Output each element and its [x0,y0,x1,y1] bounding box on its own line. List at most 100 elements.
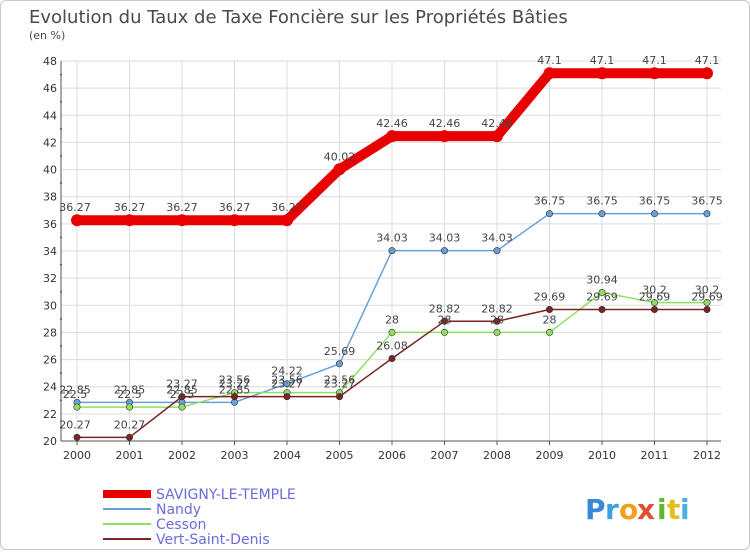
series-point [335,360,343,368]
series-point [491,130,503,143]
series-point [71,214,83,227]
series-point [73,433,81,441]
data-label: 36.27 [166,201,198,214]
data-label: 29.69 [639,290,671,303]
data-label: 26.08 [376,339,408,352]
series-point [283,393,291,401]
data-label: 22.5 [170,388,195,401]
x-tick-label: 2006 [378,449,406,462]
data-label: 47.1 [537,54,562,67]
data-label: 29.69 [586,290,618,303]
data-label: 23.27 [324,378,356,391]
data-labels-layer: 36.27 36.27 36.27 36.27 36.27 40.02 42.46 42.46… [59,54,723,431]
data-label: 28.82 [429,302,461,315]
chart-title: Evolution du Taux de Taxe Foncière sur l… [29,7,568,28]
data-label: 36.27 [271,201,303,214]
series-point [178,403,186,411]
series-point [493,328,501,336]
series-point [440,328,448,336]
data-label: 22.85 [219,383,251,396]
y-tick-label: 48 [43,55,57,68]
legend: SAVIGNY-LE-TEMPLENandyCessonVert-Saint-D… [103,487,296,548]
y-tick-label: 36 [43,218,57,231]
series-point [650,210,658,218]
x-tick-label: 2002 [168,449,196,462]
series-point [438,130,451,143]
data-label: 28 [385,313,399,326]
series-layer [71,67,713,441]
series-point [543,67,556,80]
series-point [231,393,239,401]
data-label: 22.5 [63,388,88,401]
series-point [73,403,81,411]
x-tick-label: 2007 [431,449,459,462]
series-point [701,67,713,80]
data-label: 23.56 [324,374,356,387]
x-tick-label: 2005 [326,449,354,462]
data-label: 36.75 [639,195,671,208]
y-tick-label: 40 [43,164,57,177]
x-tick-label: 2008 [483,449,511,462]
data-label: 36.27 [59,201,91,214]
data-label: 30.94 [586,274,618,287]
data-label: 24.22 [271,365,303,378]
logo-letter: x [637,493,655,526]
x-tick-label: 2010 [588,449,616,462]
logo-letter: t [667,493,680,526]
series-point [333,163,346,176]
y-tick-label: 34 [43,245,57,258]
series-point [598,305,606,313]
data-label: 42.46 [481,117,513,130]
series-point [440,317,448,325]
x-tick-label: 2004 [273,449,301,462]
series-point [648,67,661,80]
series-point [493,247,501,255]
series-point [388,354,396,362]
data-label: 23.56 [271,374,303,387]
data-label: 28 [438,313,452,326]
logo-letter: P [585,493,606,526]
x-tick-label: 2003 [221,449,249,462]
x-tick-label: 2000 [63,449,91,462]
series-point [545,305,553,313]
y-tick-label: 24 [43,381,57,394]
series-point [176,214,188,227]
legend-swatch [103,490,151,498]
data-label: 42.46 [376,117,408,130]
x-tick-label: 2009 [536,449,564,462]
data-label: 36.27 [114,201,146,214]
data-label: 36.75 [691,195,723,208]
legend-label: Cesson [156,517,206,533]
series-point [178,393,186,401]
y-tick-label: 42 [43,136,57,149]
data-label: 30.2 [695,284,720,297]
logo-letter: o [619,493,638,526]
data-label: 25.69 [324,345,356,358]
series-point [493,317,501,325]
logo-letter: i [680,493,690,526]
y-tick-label: 26 [43,354,57,367]
series-point [650,305,658,313]
data-label: 20.27 [114,418,146,431]
data-label: 34.03 [376,232,408,245]
series-point [703,210,711,218]
data-label: 28.82 [481,302,513,315]
data-label: 29.69 [691,290,723,303]
data-label: 30.2 [642,284,667,297]
y-tick-label: 46 [43,82,57,95]
data-label: 23.56 [219,374,251,387]
legend-label: SAVIGNY-LE-TEMPLE [156,487,296,503]
x-tick-label: 2011 [641,449,669,462]
series-point [228,214,241,227]
series-point [545,210,553,218]
y-tick-label: 22 [43,408,57,421]
data-label: 23.27 [166,378,198,391]
y-tick-label: 44 [43,109,57,122]
series-point [598,289,606,297]
data-label: 28 [543,313,557,326]
series-point [650,299,658,307]
data-label: 36.27 [219,201,251,214]
